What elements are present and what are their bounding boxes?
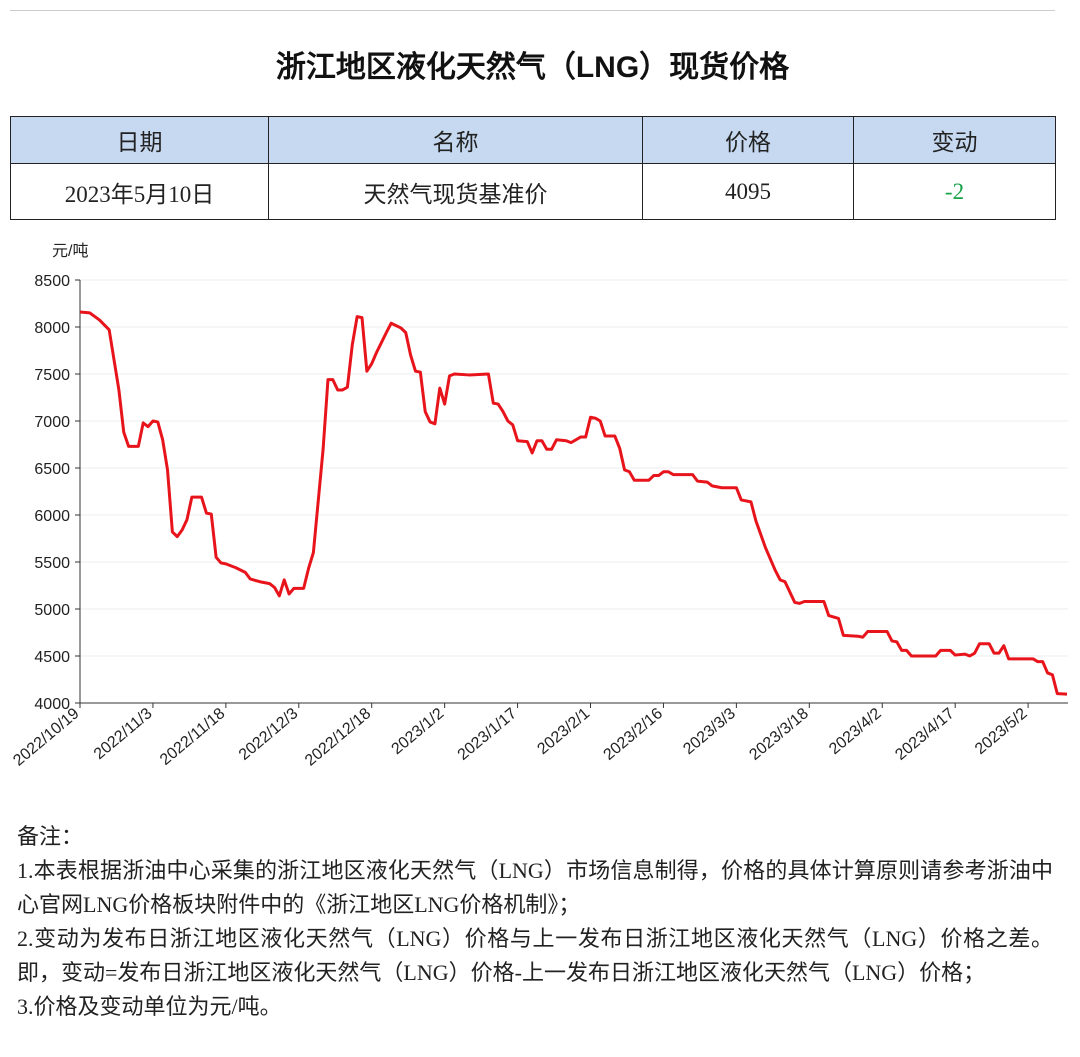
- x-tick-label: 2022/12/3: [236, 705, 302, 764]
- y-axis-label: 元/吨: [52, 242, 88, 260]
- x-tick-label: 2022/10/19: [10, 705, 82, 770]
- data-row: 2023年5月10日 天然气现货基准价 4095 -2: [10, 163, 1056, 220]
- note: 2.变动为发布日浙江地区液化天然气（LNG）价格与上一发布日浙江地区液化天然气（…: [17, 926, 1053, 985]
- header-row: 日期 名称 价格 变动: [10, 116, 1056, 164]
- column-header: 价格: [642, 116, 854, 164]
- note: 3.价格及变动单位为元/吨。: [17, 994, 282, 1019]
- price-table: 日期 名称 价格 变动 2023年5月10日 天然气现货基准价 4095 -2: [10, 116, 1056, 220]
- price-line: [79, 310, 1068, 696]
- x-tick-label: 2023/1/2: [389, 705, 448, 758]
- x-tick-label: 2022/11/3: [91, 705, 156, 763]
- cell: 4095: [642, 163, 854, 220]
- y-tick-label: 8000: [34, 320, 70, 337]
- y-tick-label: 7000: [34, 414, 70, 431]
- y-tick-label: 6000: [34, 508, 70, 525]
- x-tick-label: 2023/4/17: [892, 705, 958, 764]
- notes: 备注： 1.本表根据浙油中心采集的浙江地区液化天然气（LNG）市场信息制得，价格…: [17, 820, 1053, 1024]
- y-tick-label: 5500: [34, 555, 70, 572]
- x-tick-label: 2023/3/3: [680, 705, 739, 758]
- y-tick-label: 4000: [34, 696, 70, 713]
- cell: 2023年5月10日: [10, 163, 269, 220]
- y-tick-label: 4500: [34, 649, 70, 666]
- x-tick-label: 2023/2/1: [534, 705, 593, 758]
- x-tick-label: 2023/1/17: [455, 705, 521, 764]
- x-tick-label: 2023/4/2: [826, 705, 885, 758]
- cell: 天然气现货基准价: [268, 163, 643, 220]
- y-tick-label: 7500: [34, 367, 70, 384]
- x-tick-label: 2022/11/18: [157, 705, 228, 769]
- page-title: 浙江地区液化天然气（LNG）现货价格: [275, 51, 790, 84]
- x-tick-label: 2023/2/16: [601, 705, 667, 764]
- column-header: 变动: [853, 116, 1056, 164]
- column-header: 名称: [268, 116, 643, 164]
- note: 1.本表根据浙油中心采集的浙江地区液化天然气（LNG）市场信息制得，价格的具体计…: [17, 858, 1053, 917]
- y-tick-label: 6500: [34, 461, 70, 478]
- note: 备注：: [17, 824, 84, 849]
- x-tick-label: 2023/5/2: [972, 705, 1031, 758]
- column-header: 日期: [10, 116, 269, 164]
- x-tick-label: 2022/12/18: [302, 705, 374, 770]
- y-tick-label: 5000: [34, 602, 70, 619]
- divider: [10, 10, 1055, 11]
- x-tick-label: 2023/3/18: [746, 705, 812, 764]
- y-tick-label: 8500: [34, 273, 70, 290]
- cell: -2: [853, 163, 1056, 220]
- chart: 元/吨 4000 4500 5000 5500 6000 6500 7000 7500 8000…: [10, 242, 1068, 770]
